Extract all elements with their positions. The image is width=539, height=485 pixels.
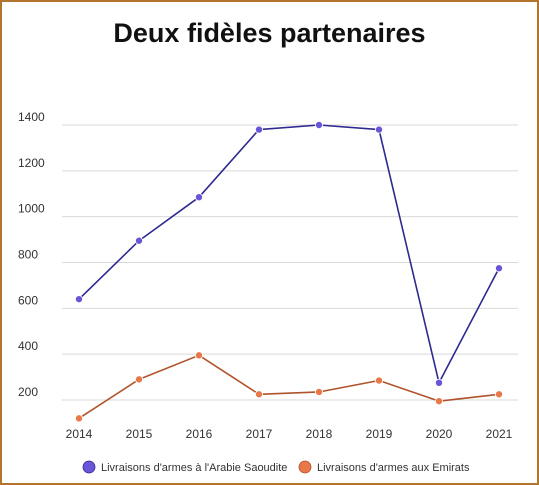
legend-marker [298,460,312,474]
x-tick-label: 2019 [366,427,393,441]
y-tick-label: 1000 [18,202,45,216]
data-point [75,414,84,423]
y-tick-label: 200 [18,385,38,399]
legend: Livraisons d'armes à l'Arabie Saoudite Li… [82,460,470,474]
legend-label: Livraisons d'armes à l'Arabie Saoudite [101,462,287,474]
x-tick-label: 2016 [186,427,213,441]
data-point [374,125,383,134]
y-tick-label: 800 [18,248,38,262]
y-tick-labels: 200 400 600 800 1000 1200 1400 [18,110,45,399]
series-lines [78,124,500,420]
x-tick-label: 2014 [66,427,93,441]
grid-lines [62,124,518,401]
x-tick-labels: 2014 2015 2016 2017 2018 2019 2020 2021 [66,427,513,441]
data-point [194,193,203,202]
x-tick-label: 2020 [426,427,453,441]
data-point [314,387,323,396]
x-tick-label: 2018 [306,427,333,441]
y-tick-label: 600 [18,293,38,307]
data-point [434,378,443,387]
legend-marker [82,460,96,474]
y-tick-label: 1200 [18,156,45,170]
data-point [314,121,323,130]
data-point [254,390,263,399]
data-point [494,264,503,273]
chart-title: Deux fidèles partenaires [113,18,426,48]
data-point [134,236,143,245]
series-line-1 [78,124,500,384]
x-tick-label: 2015 [126,427,153,441]
y-tick-label: 1400 [18,110,45,124]
data-point [494,390,503,399]
data-point [374,376,383,385]
y-tick-label: 400 [18,339,38,353]
series-line-2 [78,354,500,420]
x-tick-label: 2021 [486,427,513,441]
legend-label: Livraisons d'armes aux Emirats [317,462,470,474]
series-points [75,121,503,423]
data-point [434,397,443,406]
data-point [134,375,143,384]
x-tick-label: 2017 [246,427,273,441]
data-point [194,351,203,360]
data-point [75,295,84,304]
data-point [254,125,263,134]
